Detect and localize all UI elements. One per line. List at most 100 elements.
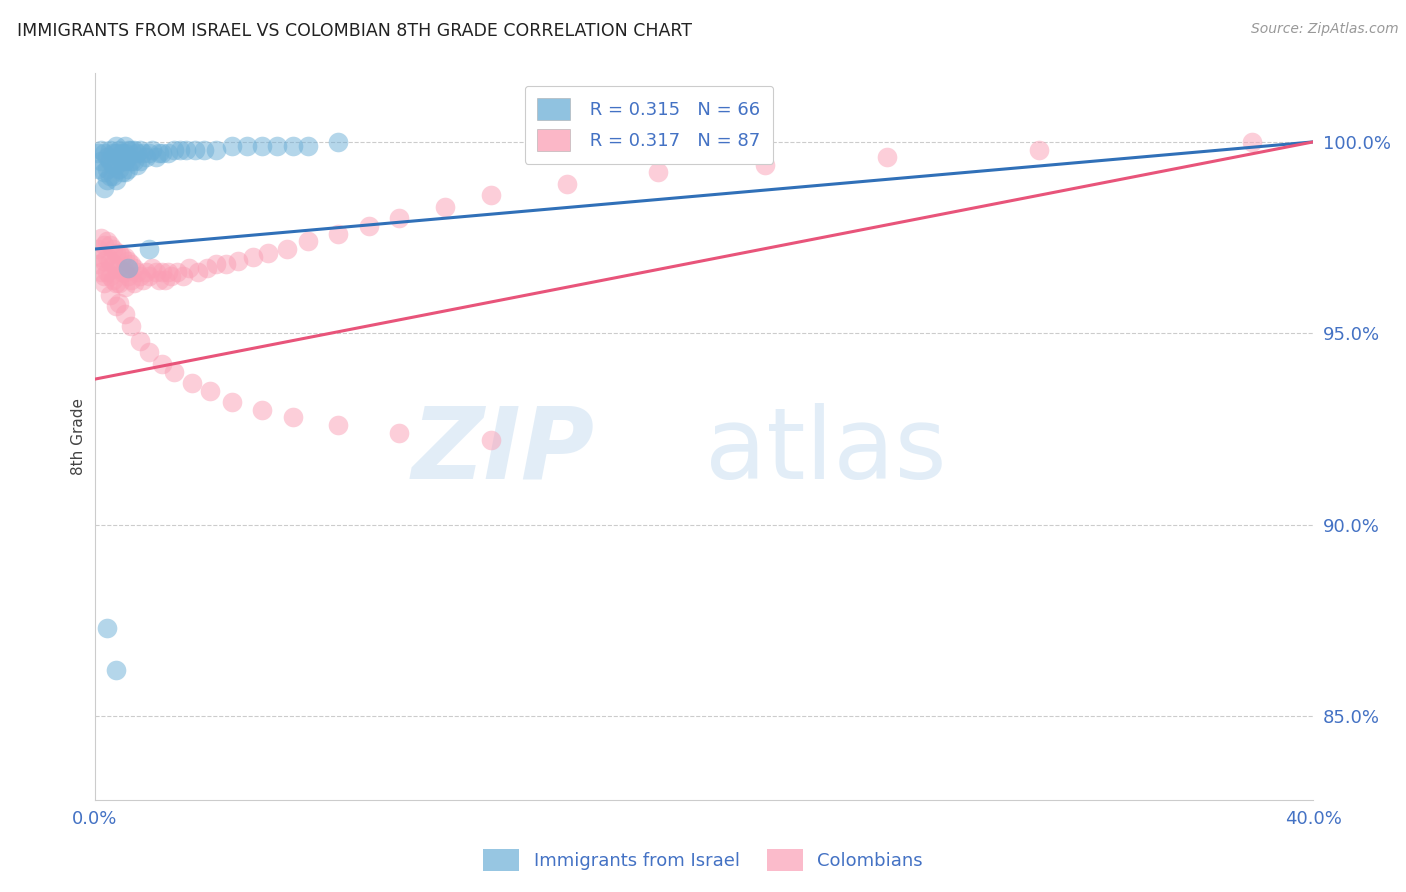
Point <box>226 253 249 268</box>
Point <box>127 158 149 172</box>
Point <box>90 154 112 169</box>
Point <box>297 138 319 153</box>
Point <box>93 181 115 195</box>
Point <box>156 265 179 279</box>
Point <box>388 425 411 440</box>
Point <box>250 402 273 417</box>
Point <box>141 261 163 276</box>
Point <box>205 257 228 271</box>
Point <box>357 219 380 233</box>
Point <box>1241 135 1264 149</box>
Point <box>1028 143 1050 157</box>
Point <box>96 161 118 176</box>
Point <box>138 268 160 283</box>
Point <box>145 265 167 279</box>
Point <box>96 235 118 249</box>
Legend:  R = 0.315   N = 66,  R = 0.317   N = 87: R = 0.315 N = 66, R = 0.317 N = 87 <box>524 86 773 164</box>
Point <box>187 265 209 279</box>
Point <box>555 177 578 191</box>
Point <box>108 150 131 164</box>
Point <box>433 200 456 214</box>
Point <box>159 268 181 283</box>
Point <box>108 261 131 276</box>
Point <box>129 143 152 157</box>
Point <box>174 143 197 157</box>
Point <box>90 250 112 264</box>
Point <box>129 154 152 169</box>
Point <box>297 235 319 249</box>
Point <box>148 273 170 287</box>
Text: IMMIGRANTS FROM ISRAEL VS COLOMBIAN 8TH GRADE CORRELATION CHART: IMMIGRANTS FROM ISRAEL VS COLOMBIAN 8TH … <box>17 22 692 40</box>
Point <box>114 154 136 169</box>
Point <box>266 138 288 153</box>
Point <box>647 165 669 179</box>
Point <box>122 277 145 291</box>
Point <box>96 173 118 187</box>
Point <box>120 318 142 333</box>
Point <box>96 621 118 635</box>
Point <box>876 150 898 164</box>
Point <box>328 227 350 241</box>
Legend: Immigrants from Israel, Colombians: Immigrants from Israel, Colombians <box>475 842 931 879</box>
Point <box>120 273 142 287</box>
Point <box>101 158 124 172</box>
Point <box>250 138 273 153</box>
Point <box>141 143 163 157</box>
Point <box>156 146 179 161</box>
Point <box>242 250 264 264</box>
Point <box>117 143 139 157</box>
Point <box>93 277 115 291</box>
Point <box>111 165 134 179</box>
Point <box>104 245 127 260</box>
Point <box>120 257 142 271</box>
Point <box>138 345 160 359</box>
Point <box>114 280 136 294</box>
Point <box>90 230 112 244</box>
Point <box>101 257 124 271</box>
Point <box>163 365 186 379</box>
Point <box>108 143 131 157</box>
Point <box>98 238 121 252</box>
Point <box>98 253 121 268</box>
Point <box>135 265 157 279</box>
Point <box>117 261 139 276</box>
Point <box>93 253 115 268</box>
Point <box>184 143 207 157</box>
Point <box>135 150 157 164</box>
Point <box>101 273 124 287</box>
Point <box>90 143 112 157</box>
Point <box>120 143 142 157</box>
Point <box>328 418 350 433</box>
Point <box>96 265 118 279</box>
Point <box>214 257 236 271</box>
Point <box>98 288 121 302</box>
Point <box>132 146 155 161</box>
Point <box>117 253 139 268</box>
Point <box>108 295 131 310</box>
Point <box>388 211 411 226</box>
Y-axis label: 8th Grade: 8th Grade <box>72 398 86 475</box>
Point <box>108 245 131 260</box>
Point <box>479 434 502 448</box>
Point <box>754 158 776 172</box>
Point <box>86 161 108 176</box>
Point <box>96 150 118 164</box>
Point <box>479 188 502 202</box>
Point <box>111 154 134 169</box>
Point <box>114 307 136 321</box>
Point <box>200 384 222 398</box>
Point <box>181 376 204 390</box>
Point <box>193 143 215 157</box>
Point <box>114 165 136 179</box>
Point <box>96 250 118 264</box>
Point <box>127 146 149 161</box>
Point <box>221 395 243 409</box>
Point <box>114 250 136 264</box>
Point <box>148 146 170 161</box>
Point <box>101 242 124 256</box>
Point <box>145 150 167 164</box>
Point <box>111 265 134 279</box>
Point <box>117 161 139 176</box>
Point <box>153 273 176 287</box>
Point <box>166 265 188 279</box>
